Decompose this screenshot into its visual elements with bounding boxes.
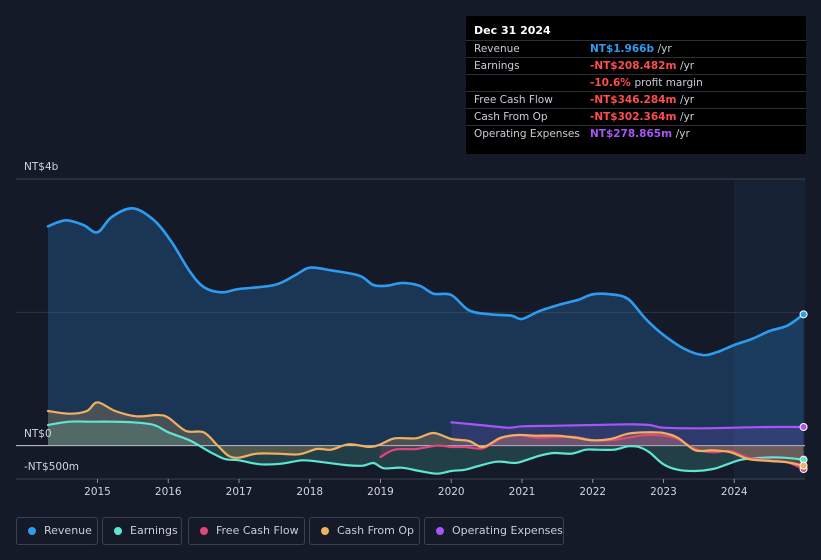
x-tick-label: 2016 — [155, 486, 182, 498]
area-cash-from-op — [48, 402, 804, 466]
legend-label: Cash From Op — [337, 524, 415, 537]
x-tick-label: 2022 — [579, 486, 606, 498]
legend-label: Earnings — [130, 524, 178, 537]
area-revenue — [48, 208, 804, 446]
y-tick-label-bottom: -NT$500m — [24, 461, 79, 473]
tooltip-label: Earnings — [474, 60, 520, 72]
tooltip-row-revenue: Revenue NT$1.966b /yr — [466, 40, 806, 58]
line-operating-expenses — [450, 421, 805, 430]
x-tick-label: 2019 — [367, 486, 394, 498]
x-tick-label: 2024 — [721, 486, 748, 498]
tooltip-label: Revenue — [474, 43, 520, 55]
tooltip-label: Operating Expenses — [474, 128, 580, 140]
tooltip-date: Dec 31 2024 — [474, 24, 551, 37]
tooltip-row-free-cash-flow: Free Cash Flow -NT$346.284m /yr — [466, 91, 806, 109]
legend-dot-icon — [114, 527, 122, 535]
tooltip-row-earnings: Earnings -NT$208.482m /yr — [466, 57, 806, 75]
x-tick-label: 2017 — [226, 486, 253, 498]
x-tick-label: 2020 — [438, 486, 465, 498]
x-tick-label: 2018 — [296, 486, 323, 498]
tooltip-label: Free Cash Flow — [474, 94, 553, 106]
end-marker-operating-expenses — [799, 423, 808, 431]
line-cash-from-op — [46, 401, 805, 467]
legend-label: Free Cash Flow — [216, 524, 299, 537]
legend-label: Operating Expenses — [452, 524, 563, 537]
x-tick-label: 2023 — [650, 486, 677, 498]
x-tick-label: 2015 — [84, 486, 111, 498]
data-tooltip: Dec 31 2024 Revenue NT$1.966b /yr Earnin… — [466, 16, 806, 154]
legend-free-cash-flow[interactable]: Free Cash Flow — [188, 517, 305, 545]
legend-earnings[interactable]: Earnings — [102, 517, 182, 545]
series-lines — [46, 206, 805, 475]
legend-dot-icon — [321, 527, 329, 535]
y-tick-label-zero: NT$0 — [24, 428, 52, 440]
y-tick-label-top: NT$4b — [24, 161, 59, 173]
tooltip-row-profit-margin: -10.6% profit margin — [466, 74, 806, 92]
line-earnings — [46, 420, 805, 475]
tooltip-value: NT$1.966b /yr — [590, 43, 672, 55]
tooltip-value: -NT$346.284m /yr — [590, 94, 695, 106]
legend-dot-icon — [200, 527, 208, 535]
series-end-markers — [799, 310, 808, 473]
end-marker-cash-from-op — [799, 461, 808, 470]
legend-cash-from-op[interactable]: Cash From Op — [309, 517, 420, 545]
x-tick-label: 2021 — [509, 486, 536, 498]
tooltip-value: -NT$208.482m /yr — [590, 60, 695, 72]
tooltip-value: -NT$302.364m /yr — [590, 111, 695, 123]
legend-dot-icon — [28, 527, 36, 535]
line-revenue — [46, 206, 805, 357]
tooltip-value: -10.6% profit margin — [590, 77, 703, 89]
x-axis-ticks: 2015 2016 2017 2018 2019 2020 2021 2022 2023 2024 — [84, 479, 748, 498]
tooltip-value: NT$278.865m /yr — [590, 128, 690, 140]
legend-revenue[interactable]: Revenue — [16, 517, 98, 545]
gridlines — [16, 178, 805, 480]
legend-label: Revenue — [44, 524, 92, 537]
end-marker-revenue — [799, 310, 808, 319]
tooltip-row-cash-from-op: Cash From Op -NT$302.364m /yr — [466, 108, 806, 126]
forecast-highlight-band — [734, 179, 805, 479]
legend-operating-expenses[interactable]: Operating Expenses — [424, 517, 564, 545]
legend-dot-icon — [436, 527, 444, 535]
tooltip-row-operating-expenses: Operating Expenses NT$278.865m /yr — [466, 125, 806, 143]
area-free-cash-flow — [380, 434, 804, 469]
tooltip-label: Cash From Op — [474, 111, 548, 123]
